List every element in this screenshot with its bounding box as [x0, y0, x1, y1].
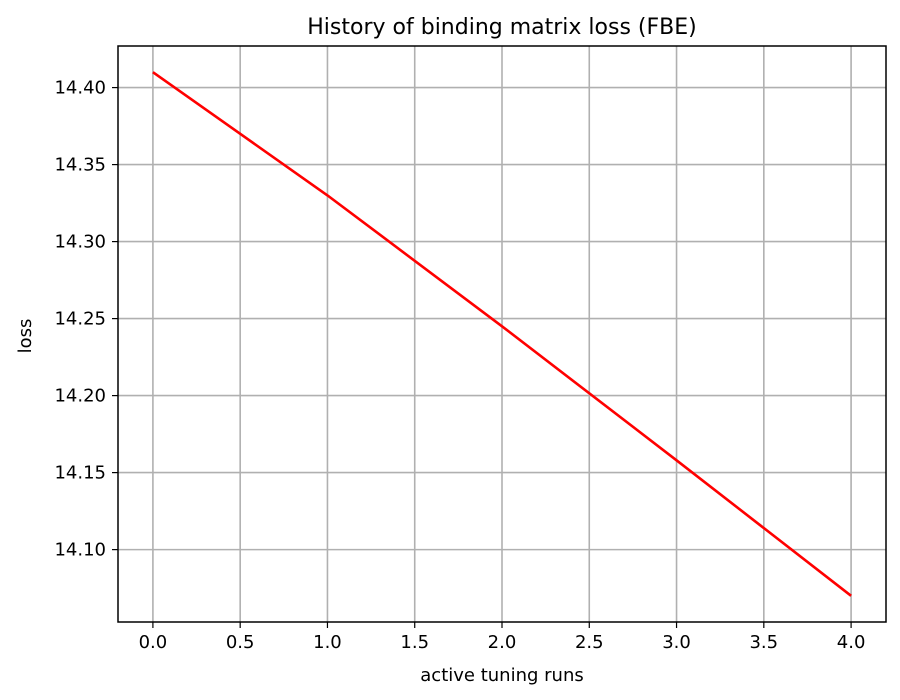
series-layer — [152, 71, 852, 597]
x-tick-label: 1.5 — [400, 632, 429, 653]
y-tick-label: 14.10 — [54, 540, 106, 561]
y-tick-label: 14.20 — [54, 386, 106, 407]
x-tick-label: 0.5 — [226, 632, 255, 653]
y-tick-label: 14.15 — [54, 463, 106, 484]
y-tick-label: 14.30 — [54, 232, 106, 253]
x-tick-label: 0.0 — [139, 632, 168, 653]
grid-layer — [118, 46, 886, 622]
x-axis-label: active tuning runs — [420, 665, 583, 686]
x-tick-label: 1.0 — [313, 632, 342, 653]
x-tick-label: 2.5 — [575, 632, 604, 653]
chart-title: History of binding matrix loss (FBE) — [307, 15, 696, 40]
y-tick-label: 14.40 — [54, 78, 106, 99]
x-tick-label: 3.0 — [662, 632, 691, 653]
y-axis-label: loss — [15, 319, 36, 354]
x-tick-label: 3.5 — [749, 632, 778, 653]
y-tick-label: 14.35 — [54, 155, 106, 176]
ticks-layer: 0.0 0.5 1.0 1.5 2.0 2.5 3.0 3.5 4.0 14.10 14.15 14.… — [54, 78, 865, 653]
y-tick-label: 14.25 — [54, 309, 106, 330]
x-tick-label: 4.0 — [837, 632, 866, 653]
x-tick-label: 2.0 — [488, 632, 517, 653]
